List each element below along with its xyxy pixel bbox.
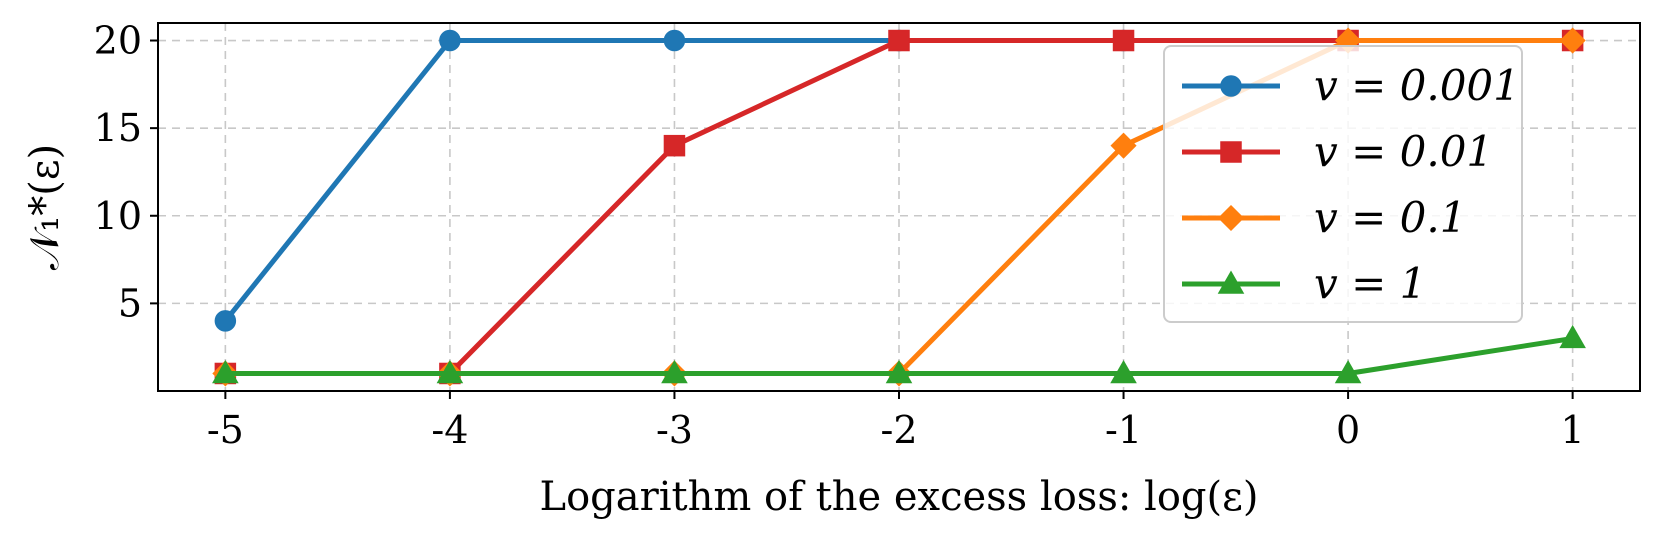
y-tick-label: 10 xyxy=(94,194,142,238)
legend-marker xyxy=(1217,204,1245,232)
data-point xyxy=(1559,324,1586,349)
legend-label: v = 0.1 xyxy=(1314,193,1466,242)
data-point xyxy=(663,134,686,157)
y-tick-label: 5 xyxy=(118,281,142,325)
legend-marker xyxy=(1220,75,1242,97)
legend-item: v = 0.001 xyxy=(1182,61,1520,110)
data-point xyxy=(1110,132,1137,159)
legend-marker xyxy=(1220,141,1242,163)
series-layer xyxy=(212,27,1586,387)
data-point xyxy=(1559,27,1586,54)
x-tick-label: -5 xyxy=(207,408,244,452)
legend-label: v = 0.001 xyxy=(1314,61,1520,110)
data-point xyxy=(888,29,910,52)
legend-marker xyxy=(1217,270,1245,294)
legend-box xyxy=(1163,45,1523,323)
legend-label: v = 0.01 xyxy=(1314,127,1493,176)
legend: v = 0.001 v = 0.01 v = 0.1 v = 1 xyxy=(1163,45,1523,323)
x-axis-label: Logarithm of the excess loss: log(ε) xyxy=(540,474,1259,520)
x-tick-label: -2 xyxy=(880,408,917,452)
data-point xyxy=(214,310,237,332)
x-tick-label: 1 xyxy=(1561,408,1585,452)
series-3 xyxy=(212,324,1586,384)
legend-item: v = 1 xyxy=(1182,259,1426,308)
legend-item: v = 0.01 xyxy=(1182,127,1493,176)
data-point xyxy=(1334,359,1362,384)
x-tick-label: 0 xyxy=(1336,408,1360,452)
x-tick-label: -1 xyxy=(1105,408,1142,452)
data-point xyxy=(663,29,686,52)
legend-item: v = 0.1 xyxy=(1182,193,1466,242)
legend-label: v = 1 xyxy=(1314,259,1426,308)
x-tick-label: -4 xyxy=(431,408,468,452)
y-tick-label: 15 xyxy=(94,106,142,150)
data-point xyxy=(439,29,461,52)
data-point xyxy=(1112,29,1135,52)
y-axis-label: 𝒩₁*(ε) xyxy=(22,144,68,270)
data-point xyxy=(436,359,464,384)
data-point xyxy=(1110,359,1137,384)
data-point xyxy=(661,359,688,384)
x-tick-label: -3 xyxy=(656,408,693,452)
data-point xyxy=(212,359,239,384)
y-tick-label: 20 xyxy=(94,19,142,63)
data-point xyxy=(885,359,913,384)
